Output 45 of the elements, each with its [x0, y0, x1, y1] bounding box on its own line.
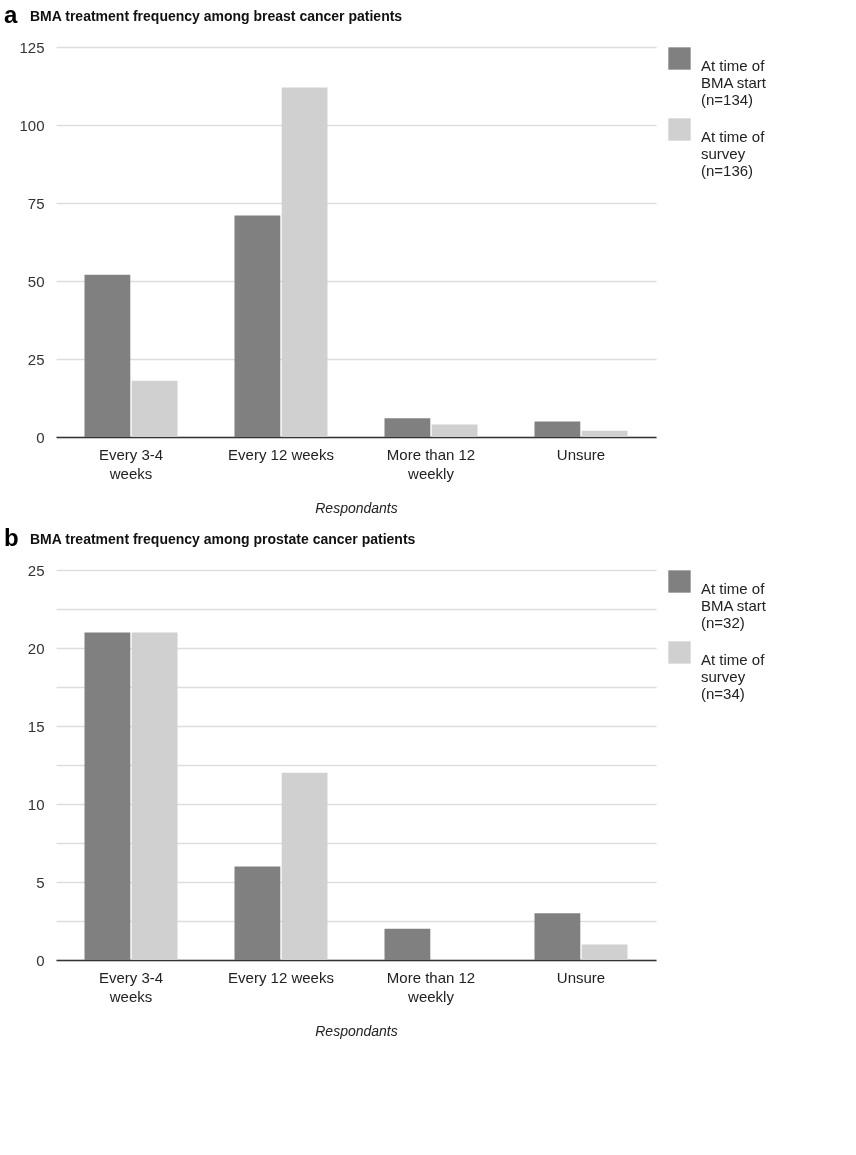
bar	[431, 424, 478, 437]
x-tick-label: Every 3-4 weeks	[98, 445, 164, 482]
text: a	[4, 1, 18, 28]
bar	[581, 944, 628, 960]
y-tick-label: 0	[36, 428, 45, 446]
y-tick-label: 125	[19, 38, 45, 56]
bar	[384, 418, 431, 437]
x-tick-label: More than 12 weekly	[386, 445, 476, 482]
legend-label: At time of BMA start (n=134)	[701, 56, 767, 108]
y-tick-label: 25	[27, 350, 45, 368]
x-axis-title: Respondants	[315, 1022, 398, 1039]
text: b	[4, 524, 19, 551]
legend-label: At time of survey (n=136)	[701, 127, 766, 179]
bar	[281, 87, 328, 437]
x-tick-label: Every 3-4 weeks	[98, 968, 164, 1005]
x-axis-title: Respondants	[315, 499, 398, 516]
bar	[534, 421, 581, 437]
bar	[534, 913, 581, 960]
bar	[84, 274, 131, 437]
x-tick-label: Every 12 weeks	[228, 445, 334, 463]
y-tick-label: 50	[27, 272, 45, 290]
chart-title: BMA treatment frequency among prostate cancer patients	[30, 531, 416, 547]
x-tick-label: Unsure	[556, 445, 606, 463]
x-tick-label: Unsure	[556, 968, 606, 986]
bar	[581, 430, 628, 437]
y-tick-label: 100	[19, 116, 45, 134]
y-tick-label: 0	[36, 951, 45, 969]
x-tick-label: Every 12 weeks	[228, 968, 334, 986]
legend-label: At time of survey (n=34)	[701, 650, 766, 702]
y-tick-label: 75	[27, 194, 45, 212]
bar	[234, 215, 281, 437]
bar	[131, 380, 178, 437]
x-tick-label: More than 12 weekly	[386, 968, 476, 1005]
y-tick-label: 5	[36, 873, 45, 891]
bar	[131, 632, 178, 960]
y-tick-label: 25	[27, 561, 45, 579]
chart-title: BMA treatment frequency among breast cancer patients	[30, 8, 403, 24]
bar	[234, 866, 281, 960]
bar	[84, 632, 131, 960]
y-tick-label: 20	[27, 639, 45, 657]
bar	[384, 928, 431, 960]
legend-label: At time of BMA start (n=32)	[701, 579, 767, 631]
bar	[281, 772, 328, 960]
y-tick-label: 15	[27, 717, 45, 735]
y-tick-label: 10	[27, 795, 45, 813]
